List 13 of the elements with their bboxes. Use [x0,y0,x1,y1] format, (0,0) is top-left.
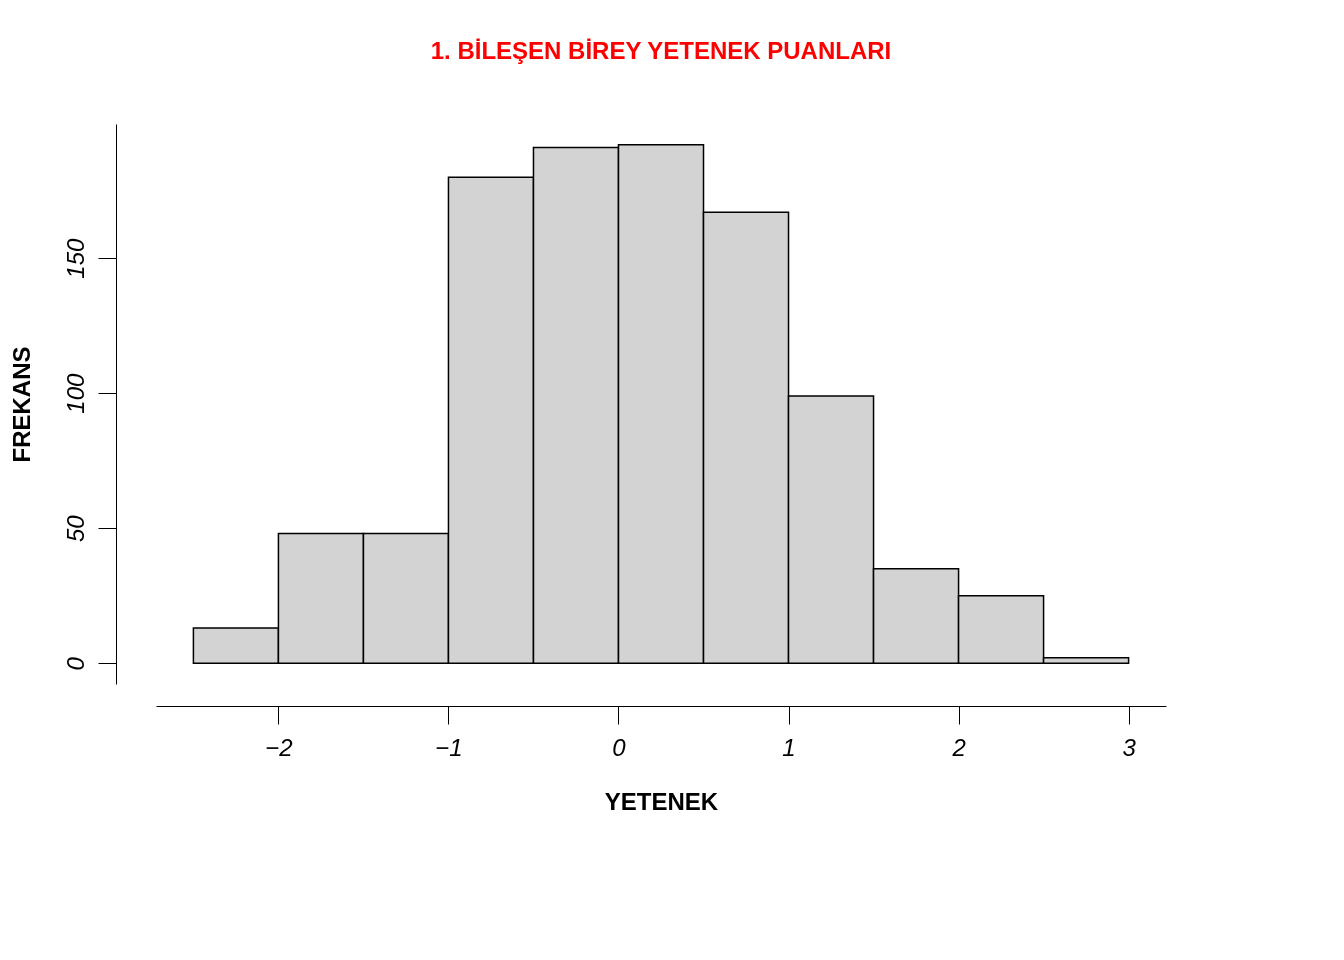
y-tick-label: 50 [61,514,89,543]
y-tick-label: 100 [61,373,89,414]
y-axis-title: FREKANS [7,346,35,463]
y-tick-label: 150 [61,238,89,279]
chart-title: 1. BİLEŞEN BİREY YETENEK PUANLARI [430,37,892,64]
x-tick-label: −2 [265,733,293,761]
x-axis-title: YETENEK [604,787,719,815]
x-tick-label: 1 [782,733,796,761]
x-tick-label: 3 [1122,733,1137,761]
y-tick-label: 0 [61,656,89,671]
x-tick-label: 2 [951,733,966,761]
x-tick-label: 0 [612,733,627,761]
x-tick-label: −1 [435,733,463,761]
